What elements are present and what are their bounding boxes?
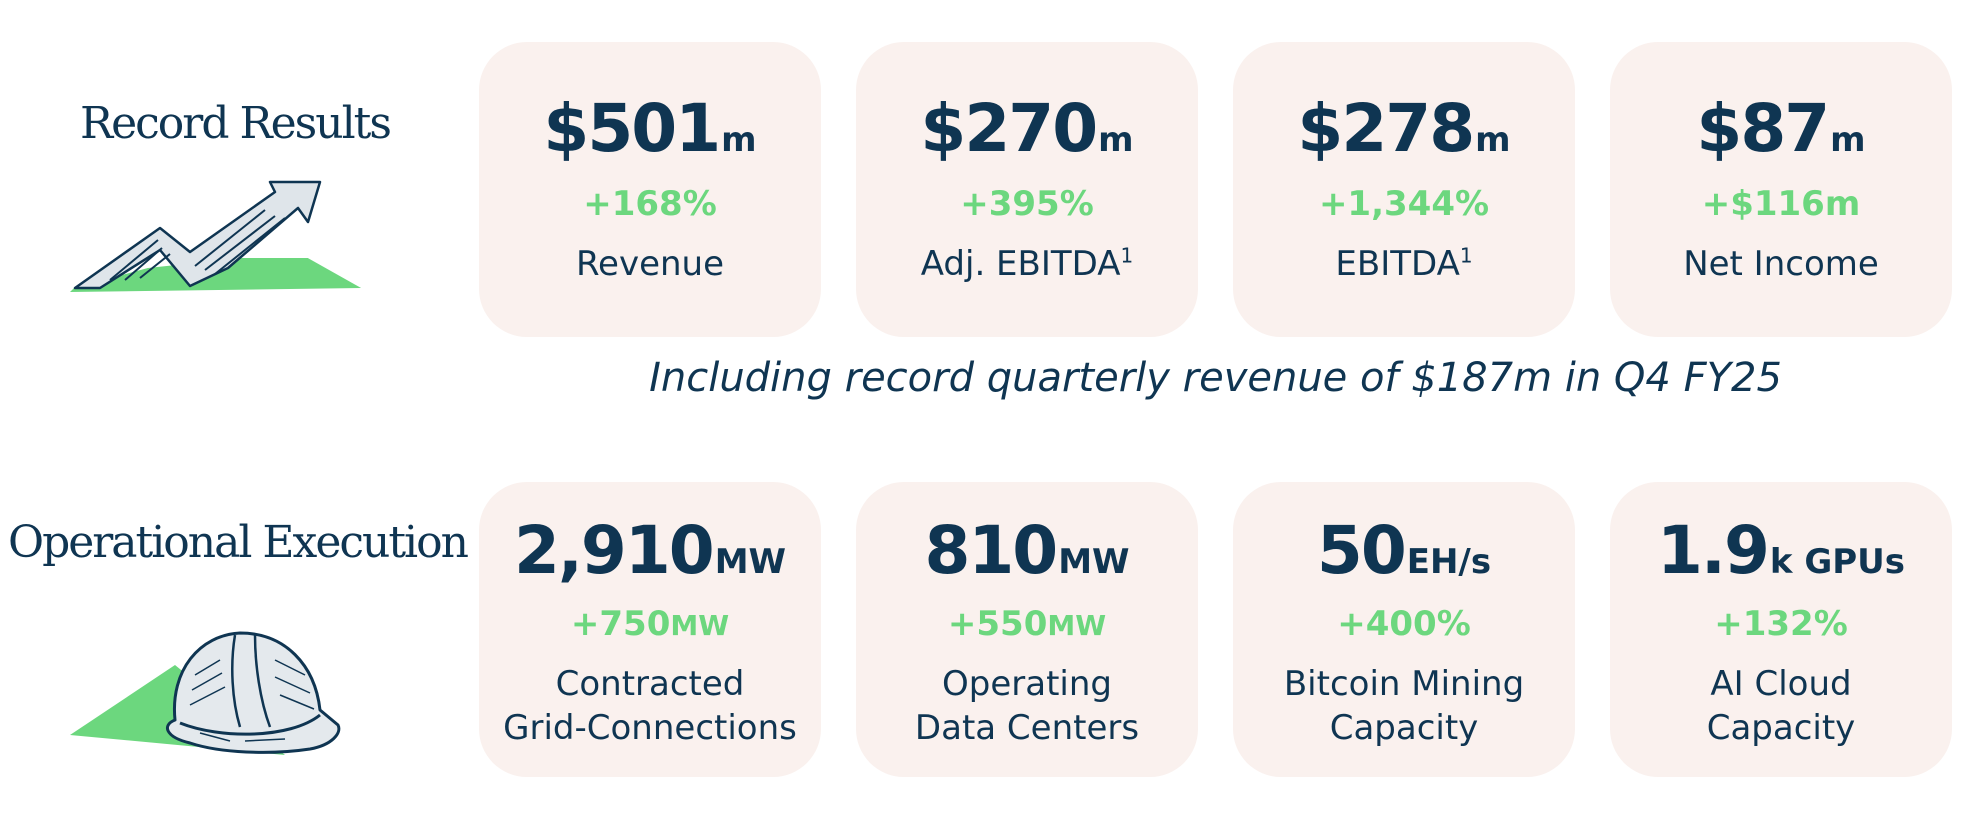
card-value: 50EH/s [1316, 512, 1492, 589]
card-label: Revenue [575, 244, 725, 284]
card-label: EBITDA1 [1335, 243, 1473, 284]
card-value: 1.9k GPUs [1656, 512, 1906, 589]
card-label: Net Income [1683, 244, 1879, 284]
bitcoin-mining-card: 50EH/s +400% Bitcoin Mining Capacity [1233, 482, 1575, 777]
card-change: +750MW [570, 604, 730, 644]
card-label: Contracted Grid-Connections [503, 664, 797, 748]
hard-hat-icon [70, 631, 341, 755]
card-change: +$116m [1701, 184, 1861, 224]
card-value: $278m [1297, 90, 1511, 167]
card-value: $501m [543, 90, 757, 167]
ai-cloud-card: 1.9k GPUs +132% AI Cloud Capacity [1610, 482, 1952, 777]
quarterly-revenue-note: Including record quarterly revenue of $1… [649, 355, 1782, 401]
record-results-title: Record Results [80, 98, 392, 149]
card-change: +550MW [947, 604, 1107, 644]
ebitda-card: $278m +1,344% EBITDA1 [1233, 42, 1575, 337]
card-value: 810MW [924, 512, 1130, 589]
card-change: +132% [1714, 604, 1848, 644]
card-label: Adj. EBITDA1 [920, 243, 1134, 284]
footnote-marker: 1 [1120, 243, 1134, 268]
card-value: $270m [920, 90, 1134, 167]
card-change: +168% [583, 184, 717, 224]
card-label: Operating Data Centers [914, 664, 1140, 748]
card-label: Bitcoin Mining Capacity [1283, 664, 1525, 748]
card-change: +400% [1337, 604, 1471, 644]
adj-ebitda-card: $270m +395% Adj. EBITDA1 [856, 42, 1198, 337]
card-change: +395% [960, 184, 1094, 224]
card-value: 2,910MW [513, 512, 787, 589]
revenue-card: $501m +168% Revenue [479, 42, 821, 337]
operational-execution-title: Operational Execution [8, 517, 469, 568]
footnote-marker: 1 [1459, 243, 1473, 268]
card-change: +1,344% [1318, 184, 1490, 224]
net-income-card: $87m +$116m Net Income [1610, 42, 1952, 337]
grid-connections-card: 2,910MW +750MW Contracted Grid-Connection… [479, 482, 821, 777]
card-label: AI Cloud Capacity [1706, 664, 1856, 748]
rising-arrow-icon [70, 180, 362, 292]
card-value: $87m [1696, 90, 1866, 167]
data-centers-card: 810MW +550MW Operating Data Centers [856, 482, 1198, 777]
